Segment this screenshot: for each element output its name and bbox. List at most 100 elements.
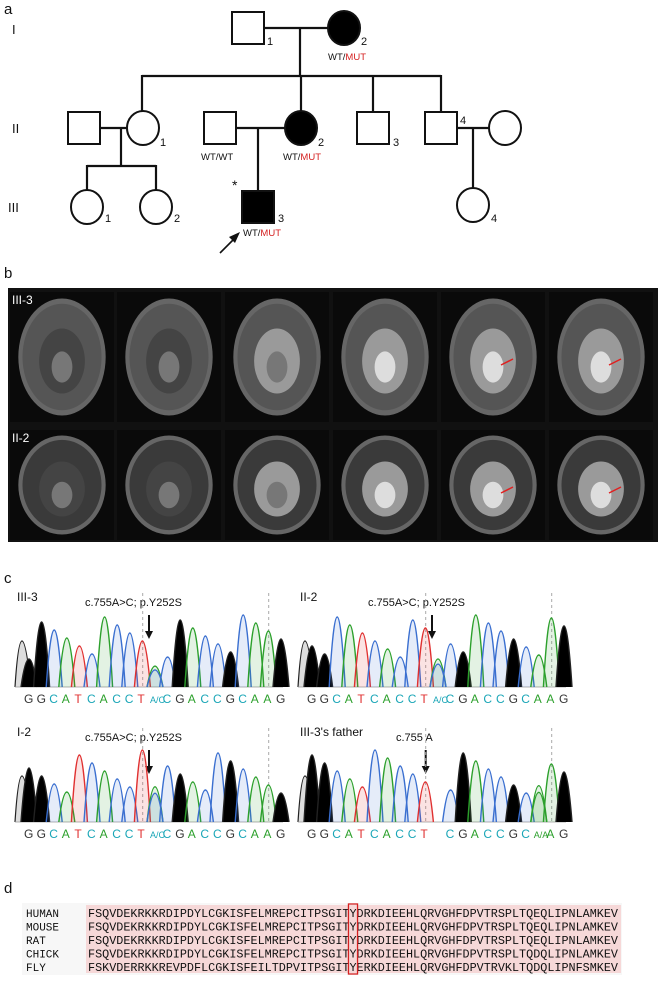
row-label: III-3 xyxy=(12,293,33,307)
brain-detail xyxy=(51,351,73,383)
base-call: C xyxy=(483,827,492,841)
base-call: C xyxy=(408,692,417,706)
peak xyxy=(58,791,76,823)
base-call: A xyxy=(471,827,479,841)
sequence: FSQVDEKRKKRDIPDYLCGKISFELMREPCITPSGITYDR… xyxy=(88,922,618,935)
base-call: A/C xyxy=(150,695,166,705)
peak xyxy=(221,651,240,688)
base-call: G xyxy=(226,827,235,841)
sequence: FSQVDEKRKKRDIPDYLCGKISFELMREPCITPSGITYDR… xyxy=(88,935,618,948)
brain-detail xyxy=(590,481,612,509)
pedigree-lines xyxy=(85,26,489,254)
base-call: A xyxy=(251,827,259,841)
variant-label: c.755 A xyxy=(396,732,433,744)
base-call: C xyxy=(496,692,505,706)
peak xyxy=(479,622,498,688)
peak xyxy=(555,771,573,823)
peak xyxy=(272,638,290,688)
base-call: G xyxy=(307,692,316,706)
peak xyxy=(121,786,139,823)
base-call: A/C xyxy=(433,695,449,705)
individual-number: 4 xyxy=(491,213,497,225)
base-call: A xyxy=(383,827,391,841)
species: FLY xyxy=(26,963,46,975)
base-call: A xyxy=(263,827,271,841)
base-call: G xyxy=(175,827,184,841)
base-call: G xyxy=(24,692,33,706)
peak xyxy=(353,786,372,823)
base-call: C xyxy=(112,827,121,841)
base-call: A/A xyxy=(534,830,549,840)
base-call: G xyxy=(320,827,329,841)
peak xyxy=(530,791,548,823)
base-call: G xyxy=(458,692,467,706)
individual-number: 1 xyxy=(160,137,166,149)
brain-detail xyxy=(482,481,504,509)
base-call: A xyxy=(345,827,353,841)
base-call: C xyxy=(87,827,96,841)
generation-label: III xyxy=(8,200,19,215)
peak xyxy=(83,653,101,688)
individual-number: 2 xyxy=(361,36,367,48)
base-call: T xyxy=(420,827,428,841)
peak xyxy=(366,749,384,823)
alignment-highlight xyxy=(86,905,621,973)
brain-detail xyxy=(158,351,180,383)
row-label: II-2 xyxy=(12,431,30,445)
pedigree-symbols xyxy=(67,10,522,225)
individual-number: 2 xyxy=(174,213,180,225)
peak xyxy=(133,749,152,823)
lesion-arrow xyxy=(500,486,514,494)
peak xyxy=(133,640,152,688)
base-call: C xyxy=(395,827,404,841)
genotype-mut: MUT xyxy=(345,52,366,63)
base-call: C xyxy=(446,827,455,841)
base-call: G xyxy=(276,692,285,706)
sequence: FSKVDERRKKREVPDFLCGKISFEILTDPVITPSGITYER… xyxy=(88,962,618,975)
base-call: C xyxy=(446,692,455,706)
base-call: A xyxy=(188,827,196,841)
base-call: C xyxy=(496,827,505,841)
base-call: G xyxy=(24,827,33,841)
base-call: A xyxy=(534,692,542,706)
peak xyxy=(341,624,359,688)
lesion-arrow xyxy=(608,486,622,494)
lesion-arrow xyxy=(608,358,622,366)
peak xyxy=(454,651,472,688)
brain-detail xyxy=(590,351,612,383)
peak xyxy=(454,752,472,823)
peak xyxy=(146,792,164,823)
individual-number: 3 xyxy=(393,137,399,149)
base-call: C xyxy=(521,827,530,841)
peak xyxy=(416,781,435,823)
alignment: HUMAN FSQVDEKRKKRDIPDYLCGKISFELMREPCITPSG… xyxy=(26,903,618,975)
base-call: G xyxy=(37,827,46,841)
base-call: A xyxy=(546,692,554,706)
base-call: A xyxy=(188,692,196,706)
base-call: C xyxy=(200,827,209,841)
genotype-wt: WT/ xyxy=(283,152,301,163)
brain-detail xyxy=(266,481,288,509)
trace-name: II-2 xyxy=(300,590,318,604)
mri-images xyxy=(10,292,653,540)
panel-label: c xyxy=(4,570,12,587)
peak xyxy=(467,614,485,688)
base-call: G xyxy=(559,692,568,706)
arrow-head xyxy=(145,766,153,774)
conserved-site-box xyxy=(347,903,359,975)
base-call: A xyxy=(62,827,70,841)
base-call: C xyxy=(521,692,530,706)
genotype-wt: WT/ xyxy=(328,52,346,63)
species: CHICK xyxy=(26,950,59,962)
peak xyxy=(272,792,290,823)
base-call: G xyxy=(458,827,467,841)
base-call: T xyxy=(74,692,82,706)
individual-number: 3 xyxy=(278,213,284,225)
peak xyxy=(555,625,573,688)
peak xyxy=(429,663,447,688)
base-call: C xyxy=(370,692,379,706)
base-call: C xyxy=(49,827,58,841)
base-call: A xyxy=(251,692,259,706)
peak xyxy=(70,754,89,823)
